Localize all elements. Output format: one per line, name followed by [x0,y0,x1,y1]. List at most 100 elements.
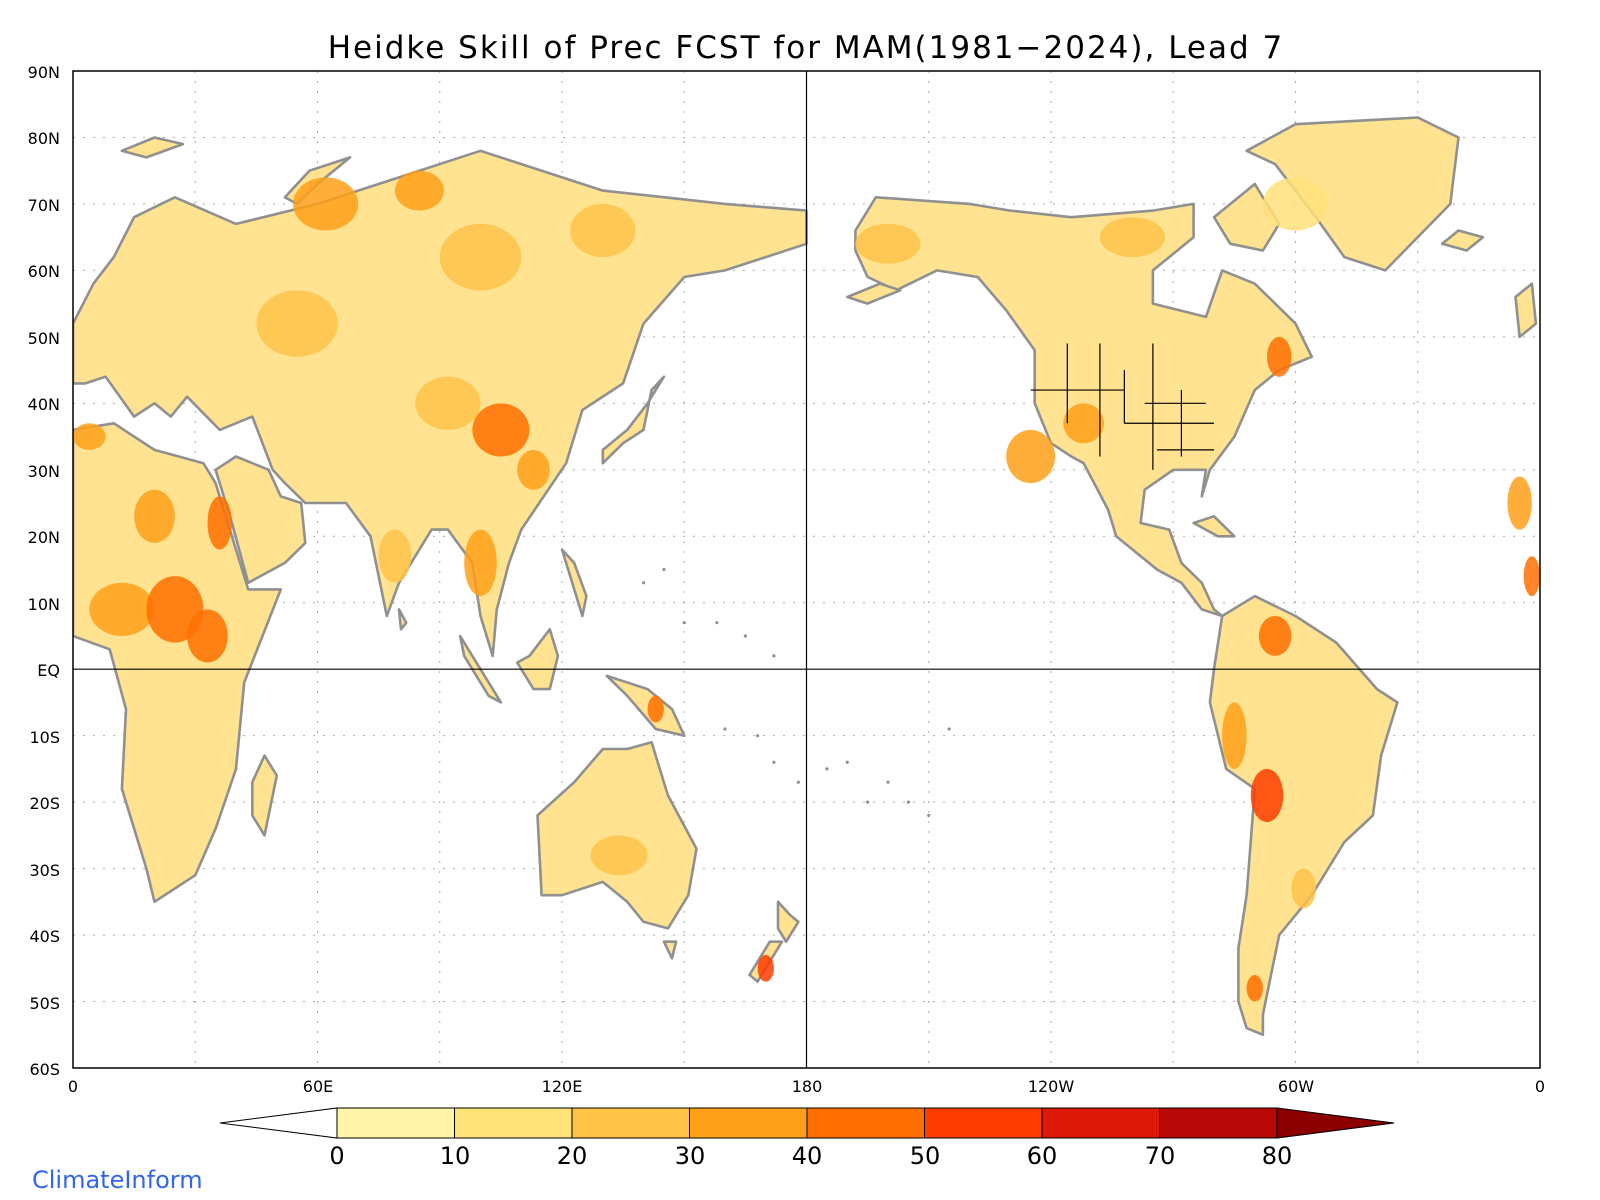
colorbar-swatch [219,1107,338,1139]
island-dot [947,727,951,731]
skill-patch [1523,556,1540,597]
lat-label: 70N [28,196,60,215]
lon-label: 120E [542,1077,583,1096]
skill-patch [464,529,497,597]
lat-label: 10N [28,595,60,614]
landmass-arabia [214,455,307,585]
skill-patch [73,423,106,450]
lon-label: 0 [68,1077,78,1096]
lat-label: 20N [28,528,60,547]
skill-patch [590,835,648,876]
colorbar-swatch [454,1107,573,1139]
lon-label: 0 [1535,1077,1545,1096]
landmass-uk [1514,282,1538,339]
skill-patch [378,529,412,583]
skill-patch [207,496,232,550]
colorbar-swatches [219,1107,1395,1139]
skill-patch [1262,177,1329,231]
lat-label: 60S [29,1060,60,1079]
plot-frame [72,70,1541,1069]
landmass-sri-lanka [397,608,408,631]
colorbar-label: 0 [329,1142,344,1170]
lat-label: 50S [29,994,60,1013]
dateline-and-equator [73,71,1540,1068]
colorbar-swatch [1276,1107,1395,1139]
skill-patch [415,376,481,430]
lon-label: 60E [303,1077,333,1096]
lat-label: 20S [29,794,60,813]
lon-label: 180 [792,1077,823,1096]
skill-patch [757,955,774,982]
skill-patch [1006,429,1056,484]
island-dot [927,813,931,818]
island-dot [906,800,910,804]
map-title: Heidke Skill of Prec FCST for MAM(1981−2… [328,30,1285,66]
lat-label: 40S [29,927,60,946]
colorbar-swatch [336,1107,455,1139]
lat-label: 30N [28,462,60,481]
island-dot [866,800,870,804]
skill-patch [1246,974,1263,1002]
landmass-alaska-peninsula [846,282,902,305]
landmass-nz-north [776,900,800,943]
colorbar-label: 80 [1262,1142,1293,1170]
landmass-madagascar [251,754,279,837]
skill-patch [256,290,338,357]
island-dot [825,767,829,771]
skill-patch [647,695,664,723]
colorbar-swatch [924,1107,1043,1139]
lat-label: 80N [28,129,60,148]
lat-label: 30S [29,861,60,880]
map-plot-area [72,70,1541,1069]
island-dot [723,727,727,731]
skill-patch [855,223,921,264]
skill-patch [394,170,444,211]
island-dot [662,567,666,572]
island-dot [886,780,890,784]
skill-patch [187,609,228,663]
island-dot [682,621,686,625]
skill-patch [1266,336,1292,377]
colorbar-swatch [1041,1107,1160,1139]
colorbar-swatch [1159,1107,1278,1139]
colorbar-label: 20 [557,1142,588,1170]
skill-patch [570,203,636,258]
landmass-philippines [560,548,588,618]
colorbar-legend: 0 10 20 30 40 50 60 70 80 [219,1107,1395,1170]
island-dot [772,654,776,658]
landmass-svalbard [120,136,185,159]
land-shading [73,116,1540,1037]
landmass-japan [601,375,666,465]
colorbar-swatch [689,1107,808,1139]
skill-patch [517,449,550,490]
skill-patch [293,177,359,231]
landmass-tasmania [662,940,678,960]
landmass-africa [73,422,283,904]
island-dot [845,760,849,764]
lat-label: EQ [37,661,60,680]
skill-patch [472,403,530,457]
landmass-borneo [515,628,560,691]
landmass-iceland [1440,229,1485,252]
skill-patch [1063,403,1104,444]
island-dot [796,780,800,784]
landmass-south-america [1208,594,1399,1037]
landmass-baffin [1212,182,1281,252]
lon-label: 120W [1028,1077,1075,1096]
latitude-labels: 90N 80N 70N 60N 50N 40N 30N 20N 10N EQ 1… [28,63,60,1079]
colorbar-label: 60 [1027,1142,1058,1170]
island-dot [715,621,719,625]
colorbar-label: 50 [910,1142,941,1170]
skill-patch [1291,868,1316,909]
skill-patch [439,223,522,291]
longitude-labels: 0 60E 120E 180 120W 60W 0 [68,1077,1545,1096]
island-dot [641,581,646,585]
colorbar-label: 70 [1145,1142,1176,1170]
lat-label: 10S [29,728,60,747]
skill-patch [1099,217,1166,258]
skill-patch [1258,616,1292,656]
lon-label: 60W [1278,1077,1314,1096]
skill-patch [89,582,155,636]
skill-patch [1250,768,1284,823]
